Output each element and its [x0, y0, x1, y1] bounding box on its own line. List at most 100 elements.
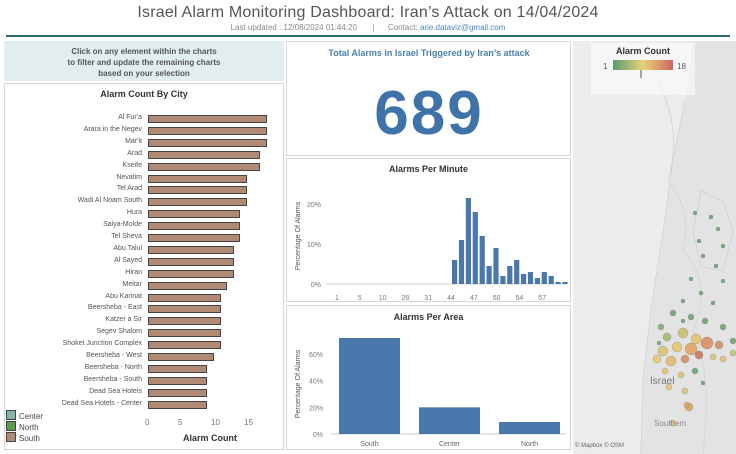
- minute-bar[interactable]: [562, 282, 568, 284]
- map-alarm-marker[interactable]: [694, 350, 704, 360]
- area-bar-chart[interactable]: Percentage Of Alarms 0% 20% 40% 60% South Cent…: [286, 322, 571, 450]
- city-bar[interactable]: [148, 115, 267, 123]
- minute-bar[interactable]: [555, 282, 561, 284]
- minute-bar[interactable]: [452, 260, 458, 284]
- minute-bar[interactable]: [541, 272, 547, 284]
- area-bar[interactable]: [419, 407, 480, 434]
- minute-bar-chart[interactable]: Percentage Of Alarms 0% 10% 20% 1 5 10 28 31 44 47…: [286, 176, 571, 302]
- city-bar[interactable]: [148, 162, 261, 171]
- map-alarm-marker[interactable]: [669, 419, 677, 427]
- city-bar[interactable]: [148, 245, 234, 254]
- city-bar[interactable]: [148, 222, 241, 231]
- map-alarm-marker[interactable]: [657, 323, 665, 331]
- city-bar[interactable]: [148, 329, 221, 338]
- map-alarm-marker[interactable]: [690, 333, 702, 345]
- map-alarm-marker[interactable]: [677, 371, 685, 379]
- alarm-map[interactable]: Israel Southern © Mapbox © OSM Alarm Cou…: [573, 41, 736, 454]
- map-alarm-marker[interactable]: [680, 318, 686, 324]
- minute-bar[interactable]: [534, 278, 540, 284]
- map-alarm-marker[interactable]: [696, 238, 702, 244]
- map-alarm-marker[interactable]: [680, 354, 690, 364]
- area-bar[interactable]: [499, 422, 560, 434]
- map-alarm-marker[interactable]: [677, 327, 689, 339]
- map-alarm-marker[interactable]: [661, 367, 669, 375]
- city-bar[interactable]: [148, 150, 261, 159]
- minute-bar[interactable]: [479, 236, 485, 284]
- map-alarm-marker[interactable]: [715, 226, 721, 232]
- legend-item-south[interactable]: South: [6, 432, 43, 443]
- map-alarm-marker[interactable]: [700, 253, 706, 259]
- minute-bar[interactable]: [514, 260, 520, 284]
- city-bar[interactable]: [148, 174, 247, 183]
- map-alarm-marker[interactable]: [687, 313, 695, 321]
- map-alarm-marker[interactable]: [691, 367, 699, 375]
- minute-bar[interactable]: [472, 212, 478, 284]
- city-bar[interactable]: [148, 257, 234, 266]
- city-bar[interactable]: [148, 353, 214, 361]
- city-label: Shoket Junction Complex: [62, 340, 142, 348]
- city-bar[interactable]: [148, 210, 241, 219]
- city-bar[interactable]: [148, 269, 234, 278]
- area-bar[interactable]: [339, 338, 400, 434]
- city-bar[interactable]: [148, 364, 208, 373]
- map-alarm-marker[interactable]: [684, 342, 698, 356]
- city-bar[interactable]: [148, 126, 267, 135]
- city-bar[interactable]: [148, 293, 221, 302]
- map-alarm-marker[interactable]: [665, 355, 677, 367]
- map-alarm-marker[interactable]: [700, 336, 714, 350]
- legend-label-north: North: [19, 423, 39, 432]
- map-alarm-marker[interactable]: [652, 354, 662, 364]
- map-alarm-marker[interactable]: [720, 278, 726, 284]
- city-bar[interactable]: [148, 376, 208, 385]
- contact-email-link[interactable]: arie.dataviz@gmail.com: [419, 23, 506, 32]
- map-alarm-marker[interactable]: [729, 349, 736, 357]
- map-alarm-marker[interactable]: [708, 214, 714, 220]
- city-bar[interactable]: [148, 305, 221, 314]
- map-alarm-marker[interactable]: [701, 317, 709, 325]
- legend-item-north[interactable]: North: [6, 421, 43, 432]
- city-bar[interactable]: [148, 186, 247, 195]
- legend-item-center[interactable]: Center: [6, 410, 43, 421]
- map-alarm-marker[interactable]: [714, 340, 724, 350]
- map-alarm-marker[interactable]: [720, 243, 726, 249]
- city-bar[interactable]: [148, 400, 208, 409]
- city-bar[interactable]: [148, 317, 221, 326]
- minute-bar[interactable]: [465, 198, 471, 284]
- minute-bar[interactable]: [527, 272, 534, 284]
- map-alarm-marker[interactable]: [662, 332, 672, 342]
- map-alarm-marker[interactable]: [665, 383, 673, 391]
- map-alarm-marker[interactable]: [657, 345, 669, 357]
- map-alarm-marker[interactable]: [700, 380, 706, 386]
- city-bar[interactable]: [148, 341, 221, 350]
- map-alarm-markers[interactable]: [652, 210, 736, 427]
- map-alarm-marker[interactable]: [683, 401, 691, 409]
- map-alarm-marker[interactable]: [656, 340, 662, 346]
- minute-bar[interactable]: [521, 274, 527, 284]
- map-alarm-marker[interactable]: [713, 263, 719, 269]
- map-alarm-marker[interactable]: [671, 341, 683, 353]
- map-alarm-marker[interactable]: [692, 210, 698, 216]
- map-alarm-marker[interactable]: [688, 276, 694, 282]
- minute-bar[interactable]: [548, 276, 554, 284]
- minute-bar[interactable]: [486, 266, 492, 284]
- city-bar[interactable]: [148, 198, 247, 207]
- minute-bar[interactable]: [500, 276, 506, 284]
- map-alarm-marker[interactable]: [729, 337, 736, 345]
- minute-bar[interactable]: [458, 240, 465, 284]
- map-alarm-marker[interactable]: [698, 290, 704, 296]
- map-alarm-marker[interactable]: [680, 298, 686, 304]
- minute-bar[interactable]: [507, 266, 513, 284]
- minute-bar[interactable]: [493, 248, 499, 284]
- city-label: Wadi Al Noam South: [77, 197, 142, 205]
- map-alarm-marker[interactable]: [719, 323, 727, 331]
- city-bar[interactable]: [148, 234, 241, 242]
- city-bar[interactable]: [148, 281, 228, 290]
- city-bar[interactable]: [148, 388, 208, 397]
- map-alarm-marker[interactable]: [719, 355, 727, 363]
- city-bar[interactable]: [148, 138, 267, 147]
- kpi-total-alarms[interactable]: 689: [374, 79, 484, 148]
- map-alarm-marker[interactable]: [709, 353, 717, 361]
- map-alarm-marker[interactable]: [669, 309, 677, 317]
- map-alarm-marker[interactable]: [710, 300, 716, 306]
- map-alarm-marker[interactable]: [681, 387, 689, 395]
